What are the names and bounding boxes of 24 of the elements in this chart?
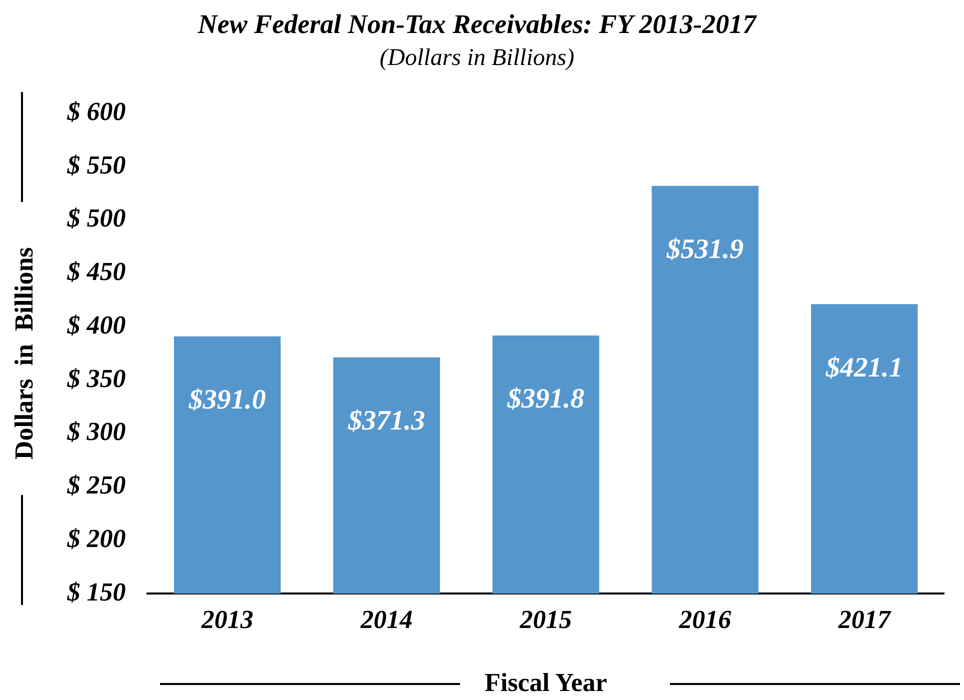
data-label: $371.3	[347, 406, 426, 437]
data-label: $531.9	[666, 234, 744, 266]
y-tick-label: $ 200	[66, 524, 126, 553]
x-tick-label: 2013	[200, 604, 254, 634]
y-tick-label: $ 400	[66, 310, 126, 340]
x-tick-label: 2017	[837, 604, 892, 634]
x-tick-label: 2015	[518, 604, 572, 634]
y-tick-label: $ 250	[66, 470, 126, 500]
x-axis-title: Fiscal Year	[484, 668, 608, 698]
data-label: $391.8	[506, 384, 584, 415]
y-tick-label: $ 300	[66, 417, 126, 446]
y-tick-label: $ 150	[66, 577, 126, 606]
data-label: $391.0	[188, 384, 266, 416]
y-tick-label: $ 500	[66, 204, 126, 233]
y-tick-label: $ 350	[66, 364, 126, 393]
x-tick-label: 2016	[678, 604, 732, 634]
chart-subtitle: (Dollars in Billions)	[380, 45, 574, 72]
y-axis-title: Dollars in Billions	[9, 247, 38, 460]
y-tick-label: $ 550	[66, 150, 126, 180]
x-tick-label: 2014	[360, 604, 413, 634]
chart-title: New Federal Non-Tax Receivables: FY 2013-2017	[196, 9, 758, 40]
y-tick-label: $ 450	[66, 257, 126, 286]
y-tick-label: $ 600	[66, 96, 126, 126]
data-label: $421.1	[824, 352, 903, 384]
